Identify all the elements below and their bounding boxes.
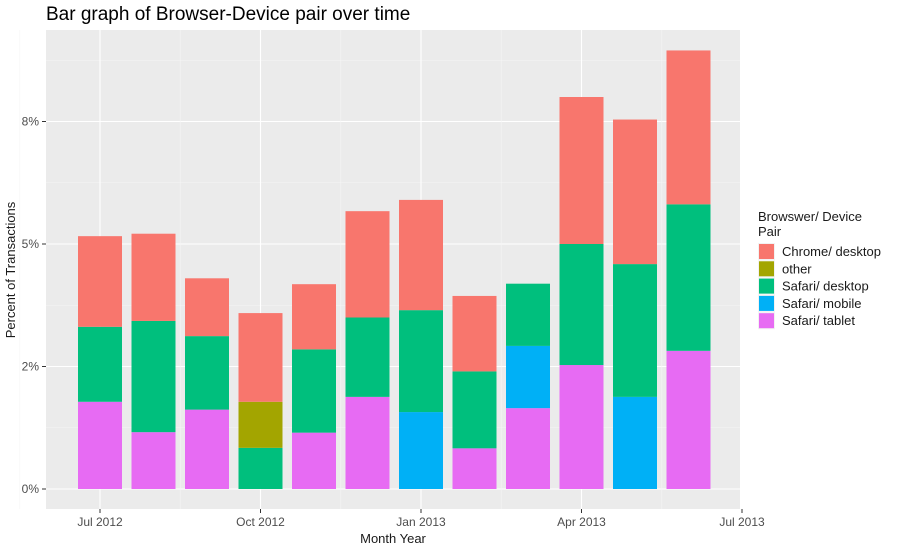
- x-tick-label: Jan 2013: [396, 515, 446, 529]
- legend-label: other: [782, 261, 812, 276]
- y-tick-label: 5%: [22, 237, 40, 251]
- bar-segment: [666, 204, 711, 351]
- bar-segment: [666, 50, 711, 205]
- bar-segment: [131, 320, 176, 433]
- bar-segment: [613, 264, 657, 397]
- legend-label: Safari/ desktop: [782, 279, 869, 294]
- bar-segment: [185, 278, 229, 337]
- bar-segment: [345, 317, 390, 397]
- bar-segment: [452, 295, 497, 372]
- bar-segment: [345, 211, 390, 318]
- plot-title: Bar graph of Browser-Device pair over ti…: [46, 4, 410, 25]
- bar-segment: [345, 396, 390, 489]
- y-axis-title: Percent of Transactions: [3, 201, 18, 338]
- bar-segment: [506, 408, 550, 489]
- bars: [78, 50, 711, 489]
- bar-segment: [78, 326, 122, 402]
- bar-segment: [238, 447, 283, 489]
- bar-segment: [399, 310, 443, 413]
- bar-segment: [131, 432, 176, 489]
- x-axis: Jul 2012 Oct 2012 Jan 2013 Apr 2013 Jul 2013: [77, 509, 765, 529]
- bar-segment: [666, 350, 711, 489]
- bar-segment: [452, 371, 497, 449]
- bar-segment: [506, 345, 550, 409]
- bar-segment: [238, 401, 283, 448]
- y-tick-label: 0%: [22, 482, 40, 496]
- legend-label: Chrome/ desktop: [782, 244, 881, 259]
- bar-segment: [292, 349, 336, 433]
- bar-segment: [292, 432, 336, 489]
- x-tick-label: Oct 2012: [236, 515, 285, 529]
- bar-segment: [613, 119, 657, 265]
- x-tick-label: Apr 2013: [557, 515, 606, 529]
- bar-segment: [185, 409, 229, 489]
- x-axis-title: Month Year: [360, 531, 426, 546]
- bar-segment: [559, 244, 604, 366]
- x-tick-label: Jul 2013: [719, 515, 765, 529]
- bar-segment: [559, 97, 604, 244]
- y-tick-label: 8%: [22, 115, 40, 129]
- bar-segment: [399, 199, 443, 311]
- legend-title: Pair: [758, 224, 782, 239]
- bar-segment: [78, 401, 122, 489]
- legend-label: Safari/ mobile: [782, 296, 861, 311]
- bar-segment: [399, 412, 443, 489]
- bar-segment: [131, 233, 176, 321]
- y-tick-label: 2%: [22, 360, 40, 374]
- bar-segment: [238, 313, 283, 402]
- legend-key: [759, 278, 774, 294]
- y-axis: 0% 2% 5% 8%: [22, 115, 46, 496]
- bar-segment: [613, 396, 657, 489]
- x-tick-label: Jul 2012: [77, 515, 123, 529]
- legend-key: [759, 244, 774, 259]
- bar-segment: [452, 448, 497, 489]
- legend-key: [759, 295, 774, 311]
- bar-segment: [559, 365, 604, 489]
- legend-title: Browswer/ Device: [758, 209, 862, 224]
- legend-key: [759, 261, 774, 277]
- legend-key: [759, 313, 774, 329]
- bar-segment: [78, 236, 122, 327]
- legend-label: Safari/ tablet: [782, 313, 855, 328]
- bar-segment: [292, 284, 336, 350]
- bar-segment: [506, 283, 550, 346]
- bar-segment: [185, 336, 229, 410]
